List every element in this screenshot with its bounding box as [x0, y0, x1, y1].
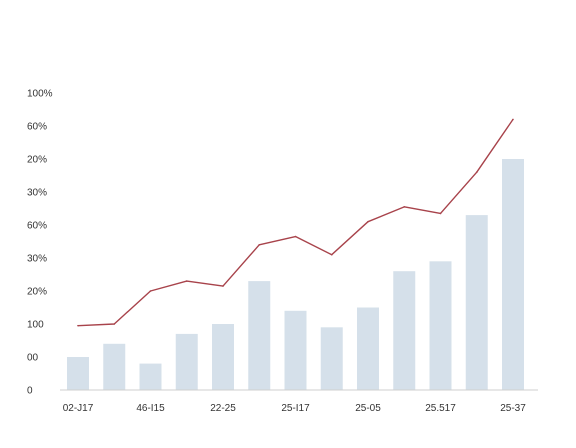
y-tick-label: 20% — [27, 287, 47, 298]
y-tick-label: 60% — [27, 122, 47, 133]
bar — [284, 310, 307, 390]
bar — [67, 357, 89, 390]
x-tick-label: 22-25 — [210, 403, 236, 414]
line-point — [367, 220, 369, 223]
bar — [103, 343, 126, 390]
line-point — [439, 212, 442, 215]
line-point — [294, 235, 297, 238]
line-point — [403, 206, 406, 208]
line-point — [512, 118, 514, 121]
x-tick-label: 02-J17 — [63, 403, 94, 414]
line-point — [330, 253, 333, 256]
line-point — [113, 323, 116, 325]
bar — [320, 327, 343, 390]
y-tick-label: 20% — [27, 155, 47, 166]
y-tick-label: 100% — [27, 89, 53, 100]
x-tick-label: 25.517 — [425, 403, 456, 414]
bar — [139, 363, 162, 390]
x-tick-label: 25-37 — [500, 403, 526, 414]
line-point — [185, 280, 188, 282]
line-point — [258, 244, 261, 246]
y-tick-label: 100 — [27, 320, 44, 331]
bar — [465, 215, 488, 390]
bar-series — [67, 159, 524, 390]
y-tick-label: 30% — [27, 254, 47, 265]
y-tick-label: 30% — [27, 188, 47, 199]
bar — [175, 333, 198, 390]
y-tick-label: 60% — [27, 221, 47, 232]
bar — [429, 261, 452, 390]
bar — [393, 271, 416, 390]
x-axis-ticks: 02-J17 46-I15 22-25 25-I17 25-05 25.517 25-37 — [63, 403, 527, 414]
x-tick-label: 25-I17 — [281, 403, 310, 414]
line-series — [77, 118, 514, 327]
bar — [502, 159, 524, 390]
bar — [212, 324, 234, 390]
line-point — [77, 324, 79, 327]
line-point — [222, 285, 224, 287]
line-point — [149, 290, 152, 292]
x-tick-label: 25-05 — [355, 403, 381, 414]
y-tick-label: 00 — [27, 353, 39, 364]
y-tick-label: 0 — [27, 386, 33, 397]
line-point — [475, 171, 478, 173]
bar — [357, 307, 379, 390]
bar — [248, 281, 271, 390]
x-tick-label: 46-I15 — [136, 403, 165, 414]
